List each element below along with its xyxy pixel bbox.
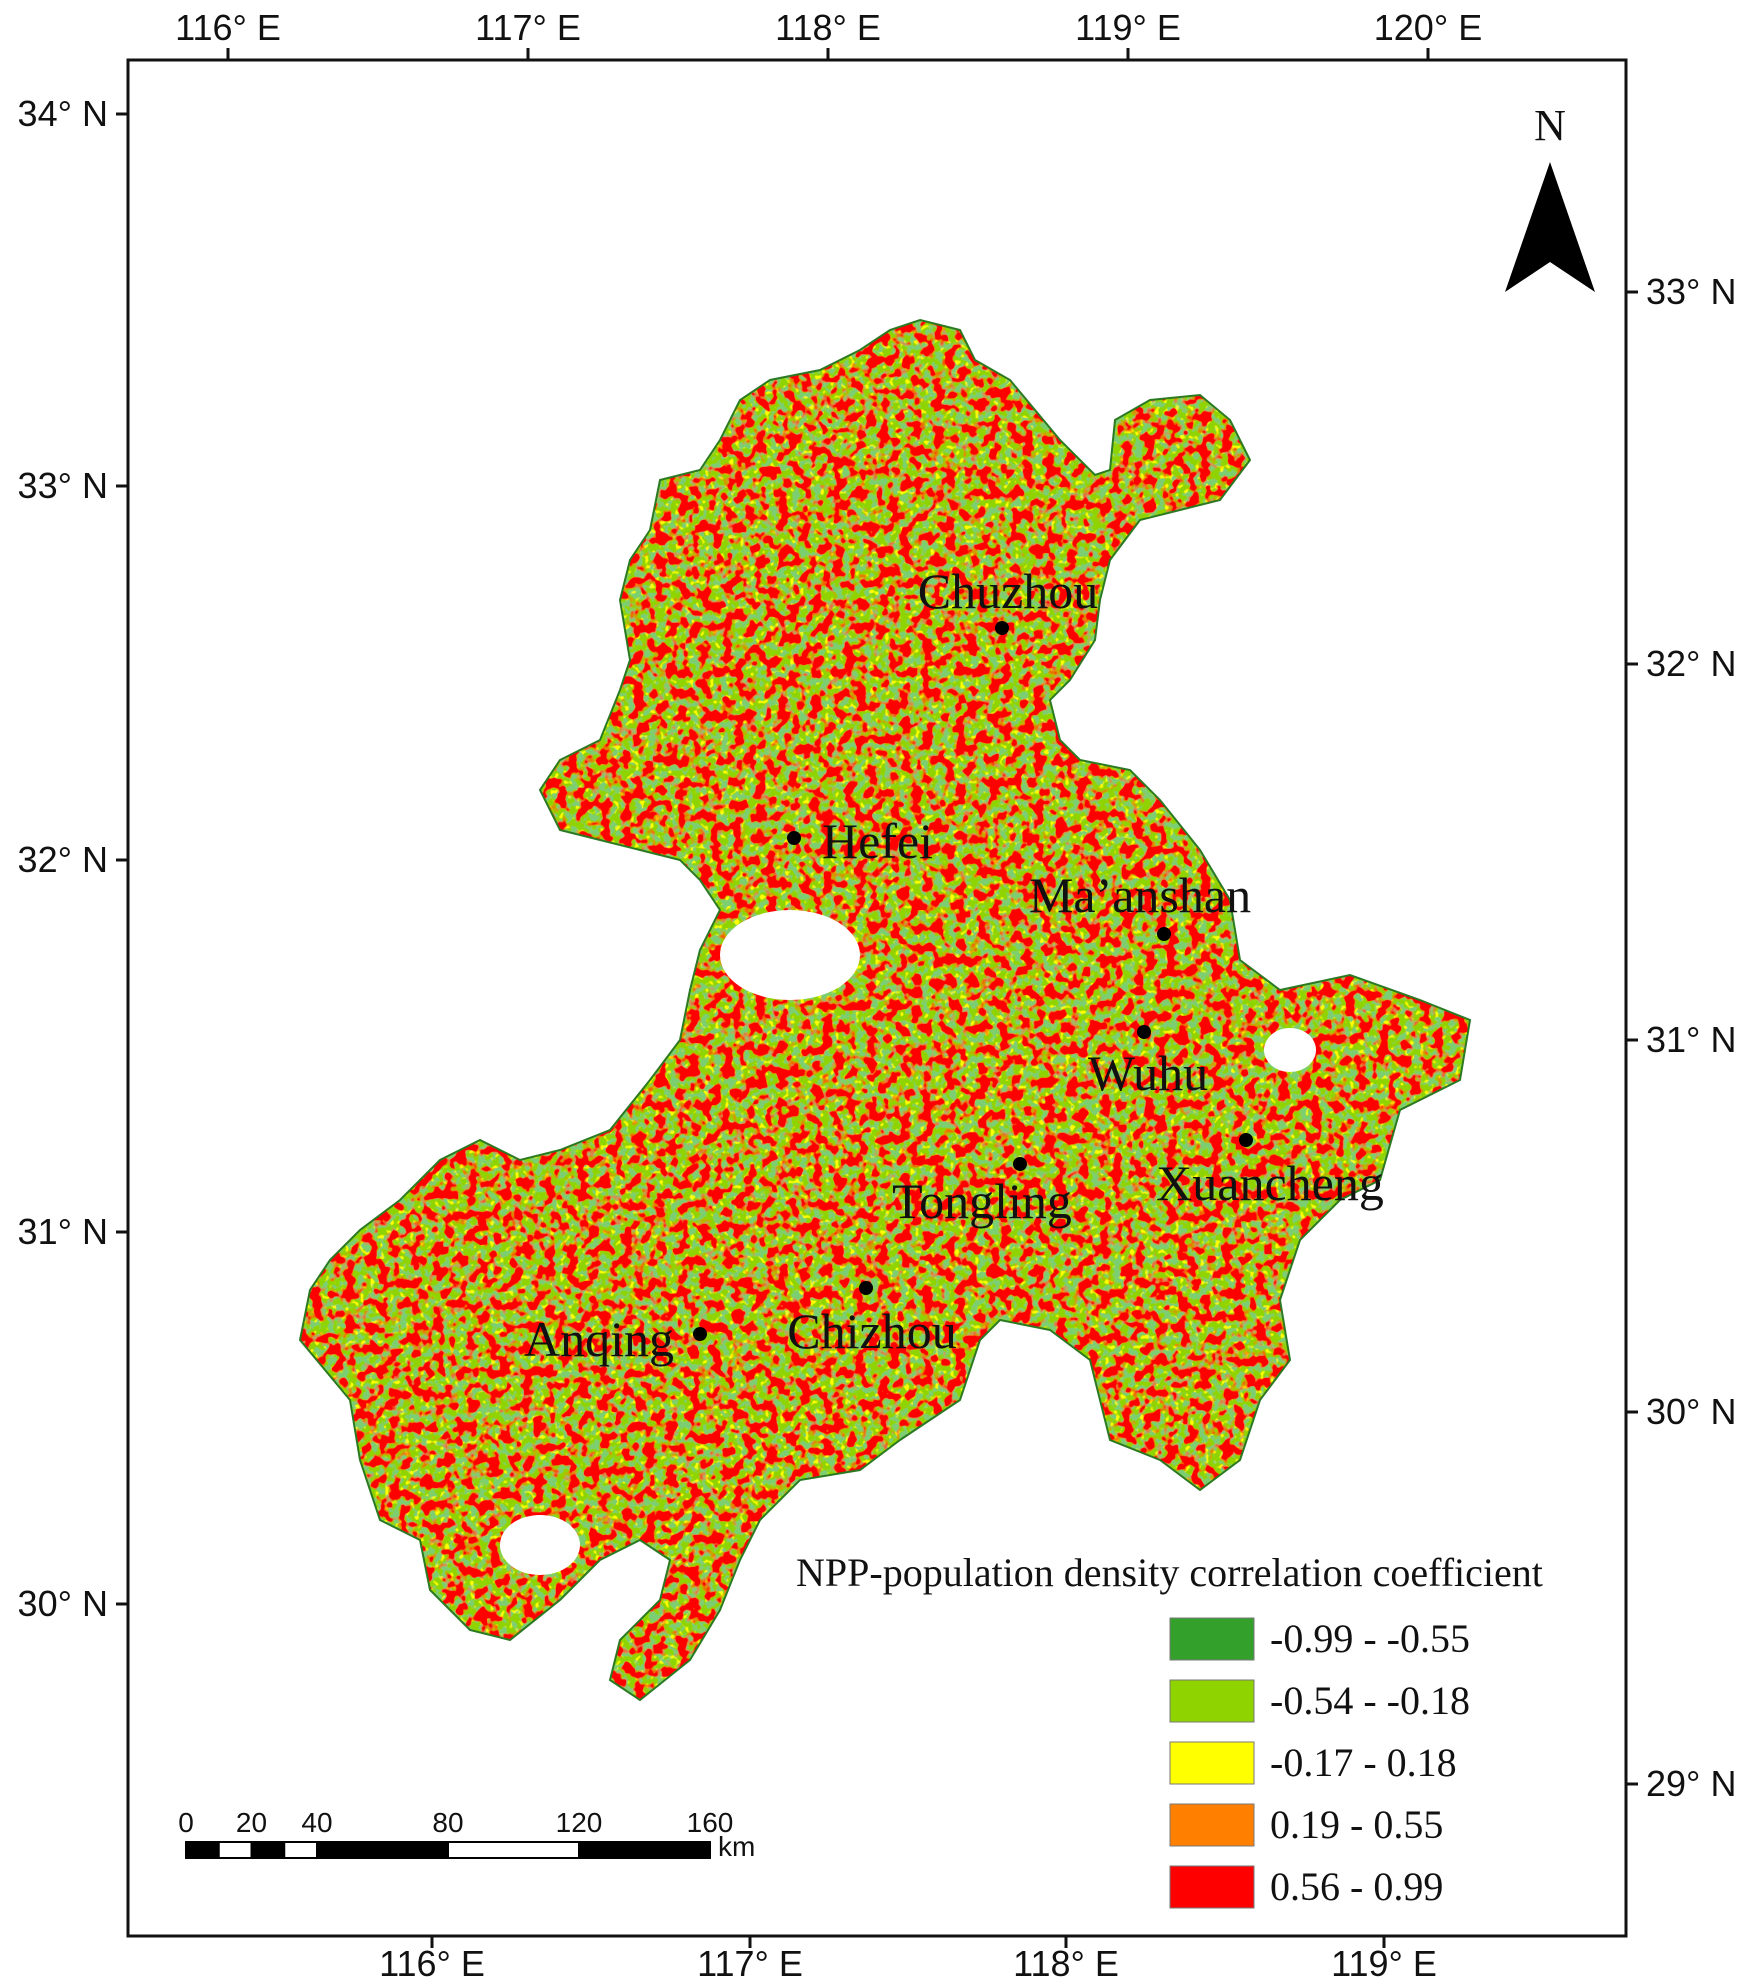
right-lat-label: 30° N	[1646, 1391, 1736, 1432]
city-markers: Chuzhou Hefei Ma’anshan Wuhu Xuancheng Tongli…	[524, 563, 1384, 1367]
legend: NPP-population density correlation coeff…	[796, 1550, 1543, 1909]
scale-segment	[185, 1841, 220, 1859]
city-label: Chizhou	[787, 1303, 956, 1359]
north-arrow-label: N	[1534, 101, 1566, 150]
city-dot	[693, 1327, 707, 1341]
city-dot	[995, 621, 1009, 635]
scale-segment	[447, 1841, 580, 1859]
right-lat-label: 32° N	[1646, 643, 1736, 684]
city-label: Tongling	[892, 1173, 1072, 1229]
study-region	[300, 320, 1470, 1700]
city-label: Ma’anshan	[1029, 867, 1251, 923]
bottom-lon-label: 119° E	[1331, 1943, 1437, 1984]
scale-tick-label: 120	[556, 1807, 603, 1838]
right-latitude-labels: 33° N 32° N 31° N 30° N 29° N	[1646, 271, 1736, 1804]
bottom-longitude-labels: 116° E 117° E 118° E 119° E	[379, 1943, 1437, 1984]
legend-swatch	[1169, 1617, 1255, 1661]
scale-segment	[250, 1841, 286, 1859]
legend-label: -0.99 - -0.55	[1270, 1616, 1470, 1661]
top-lon-label: 119° E	[1075, 7, 1181, 48]
bottom-lon-label: 118° E	[1013, 1943, 1119, 1984]
legend-label: -0.17 - 0.18	[1270, 1740, 1457, 1785]
city-label: Hefei	[822, 813, 933, 869]
left-lat-label: 31° N	[18, 1211, 108, 1252]
scale-tick-label: 40	[301, 1807, 332, 1838]
bottom-lon-label: 116° E	[379, 1943, 485, 1984]
map-frame	[126, 58, 1628, 1938]
legend-swatch	[1169, 1803, 1255, 1847]
scale-tick-label: 20	[236, 1807, 267, 1838]
city-label: Wuhu	[1088, 1045, 1208, 1101]
right-lat-label: 33° N	[1646, 271, 1736, 312]
graticule-ticks	[116, 48, 1638, 1948]
city-dot	[1137, 1025, 1151, 1039]
scale-tick-label: 80	[432, 1807, 463, 1838]
right-lat-label: 31° N	[1646, 1019, 1736, 1060]
city-dot	[1157, 927, 1171, 941]
left-latitude-labels: 34° N 33° N 32° N 31° N 30° N	[18, 93, 108, 1624]
legend-swatch	[1169, 1679, 1255, 1723]
scale-segment	[316, 1841, 449, 1859]
north-arrow: N	[1505, 101, 1595, 292]
scale-unit: km	[718, 1831, 755, 1862]
legend-label: 0.19 - 0.55	[1270, 1802, 1443, 1847]
scale-segment	[217, 1841, 253, 1859]
top-lon-label: 118° E	[775, 7, 881, 48]
chaohu-lake	[720, 910, 860, 1000]
right-lat-label: 29° N	[1646, 1763, 1736, 1804]
legend-label: 0.56 - 0.99	[1270, 1864, 1443, 1909]
top-lon-label: 116° E	[175, 7, 281, 48]
left-lat-label: 34° N	[18, 93, 108, 134]
city-dot	[787, 831, 801, 845]
scale-segment	[578, 1841, 711, 1859]
city-dot	[859, 1281, 873, 1295]
scale-tick-label: 0	[178, 1807, 194, 1838]
scale-tick-label: 160	[687, 1807, 734, 1838]
lake-gap-south	[500, 1515, 580, 1575]
city-dot	[1013, 1157, 1027, 1171]
left-lat-label: 33° N	[18, 465, 108, 506]
legend-label: -0.54 - -0.18	[1270, 1678, 1470, 1723]
bottom-lon-label: 117° E	[697, 1943, 803, 1984]
river-gap	[1264, 1028, 1316, 1072]
scale-segment	[283, 1841, 318, 1859]
city-dot	[1239, 1133, 1253, 1147]
north-arrow-icon	[1505, 162, 1595, 292]
legend-swatch	[1169, 1865, 1255, 1909]
top-lon-label: 120° E	[1374, 7, 1482, 48]
city-label: Xuancheng	[1156, 1155, 1384, 1211]
legend-swatch	[1169, 1741, 1255, 1785]
city-label: Chuzhou	[918, 563, 1099, 619]
city-label: Anqing	[524, 1311, 674, 1367]
legend-title: NPP-population density correlation coeff…	[796, 1550, 1543, 1595]
left-lat-label: 30° N	[18, 1583, 108, 1624]
top-longitude-labels: 116° E 117° E 118° E 119° E 120° E	[175, 7, 1482, 48]
left-lat-label: 32° N	[18, 839, 108, 880]
top-lon-label: 117° E	[475, 7, 581, 48]
